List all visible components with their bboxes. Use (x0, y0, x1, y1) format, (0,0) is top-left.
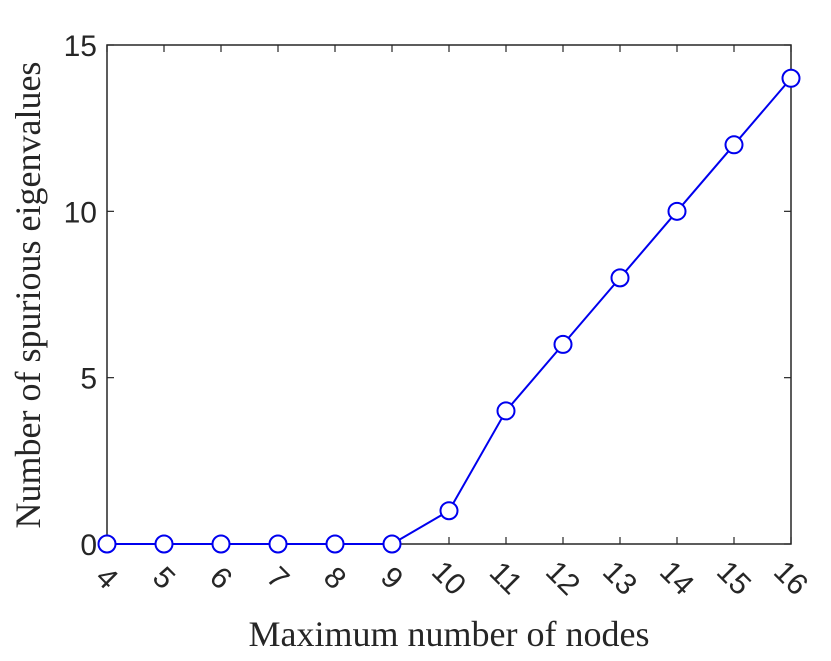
y-tick-label: 15 (64, 30, 97, 63)
axis-ticks (106, 44, 792, 545)
data-point (724, 135, 744, 155)
data-point (268, 534, 288, 554)
x-tick-label: 4 (89, 561, 124, 596)
x-tick-label: 13 (596, 555, 643, 602)
data-point (439, 501, 459, 521)
data-point (610, 268, 630, 288)
x-tick-label: 15 (710, 555, 757, 602)
data-point (382, 534, 402, 554)
x-tick-label: 14 (653, 555, 700, 602)
data-point (97, 534, 117, 554)
plot-area (106, 44, 792, 545)
x-tick-label: 8 (317, 561, 352, 596)
x-tick-label: 16 (767, 555, 814, 602)
data-point (781, 68, 801, 88)
data-point (211, 534, 231, 554)
x-tick-label: 11 (483, 556, 528, 601)
data-point (667, 201, 687, 221)
y-tick-label: 10 (64, 196, 97, 229)
y-axis-label: Number of spurious eigenvalues (8, 62, 48, 529)
x-tick-label: 7 (260, 561, 295, 596)
x-tick-label: 5 (146, 561, 181, 596)
data-point (553, 334, 573, 354)
x-tick-label: 10 (425, 555, 472, 602)
x-axis-label: Maximum number of nodes (249, 614, 650, 654)
data-point (325, 534, 345, 554)
y-tick-label: 0 (80, 529, 97, 562)
data-point (496, 401, 516, 421)
y-tick-label: 5 (80, 363, 97, 396)
x-tick-label: 12 (539, 555, 586, 602)
data-point (154, 534, 174, 554)
x-tick-label: 6 (203, 561, 238, 596)
x-tick-label: 9 (374, 561, 409, 596)
series-markers (97, 68, 801, 554)
